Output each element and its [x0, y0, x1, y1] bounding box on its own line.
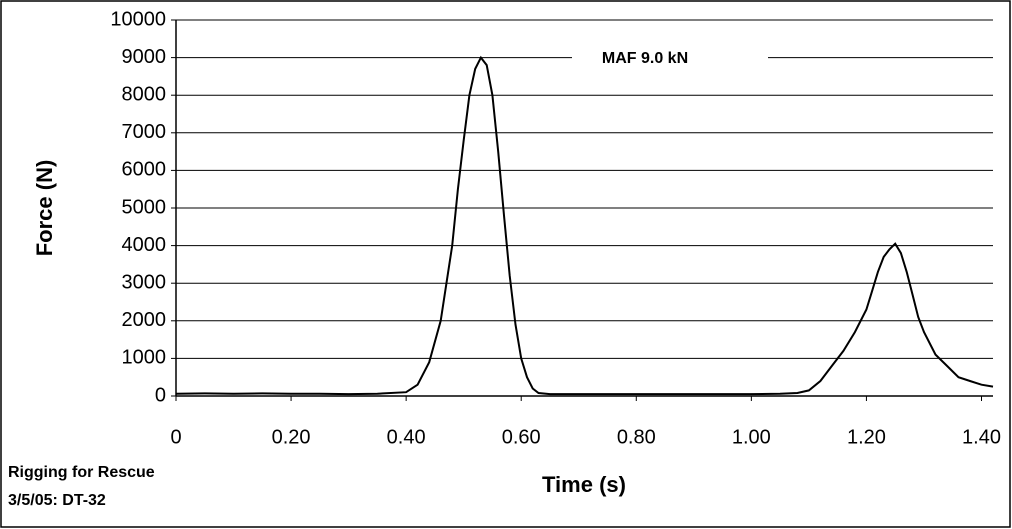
y-tick-label: 8000 — [122, 83, 167, 105]
annotation: MAF 9.0 kN — [602, 50, 688, 67]
x-tick-label: 1.00 — [732, 426, 771, 448]
y-tick-label: 7000 — [122, 121, 167, 143]
note: 3/5/05: DT-32 — [8, 492, 106, 509]
data-line — [175, 55, 994, 396]
x-tick-label: 1.40 — [962, 426, 1001, 448]
x-tick-label: 0.80 — [617, 426, 656, 448]
y-tick-label: 6000 — [122, 159, 167, 181]
y-tick-label: 1000 — [122, 347, 167, 369]
y-tick-label: 3000 — [122, 271, 167, 293]
annotation-bg — [572, 46, 768, 72]
y-axis-title: Force (N) — [32, 160, 57, 257]
x-tick-label: 0.40 — [387, 426, 426, 448]
y-tick-label: 4000 — [122, 234, 167, 256]
y-tick-label: 0 — [155, 384, 166, 406]
x-tick-label: 0.20 — [272, 426, 311, 448]
y-tick-label: 9000 — [122, 46, 167, 68]
note: Rigging for Rescue — [8, 464, 155, 481]
x-tick-label: 0 — [170, 426, 181, 448]
x-tick-label: 1.20 — [847, 426, 886, 448]
y-tick-label: 5000 — [122, 196, 167, 218]
x-tick-label: 0.60 — [502, 426, 541, 448]
y-tick-label: 2000 — [122, 309, 167, 331]
x-axis-title: Time (s) — [542, 472, 626, 497]
y-tick-label: 10000 — [110, 8, 166, 30]
